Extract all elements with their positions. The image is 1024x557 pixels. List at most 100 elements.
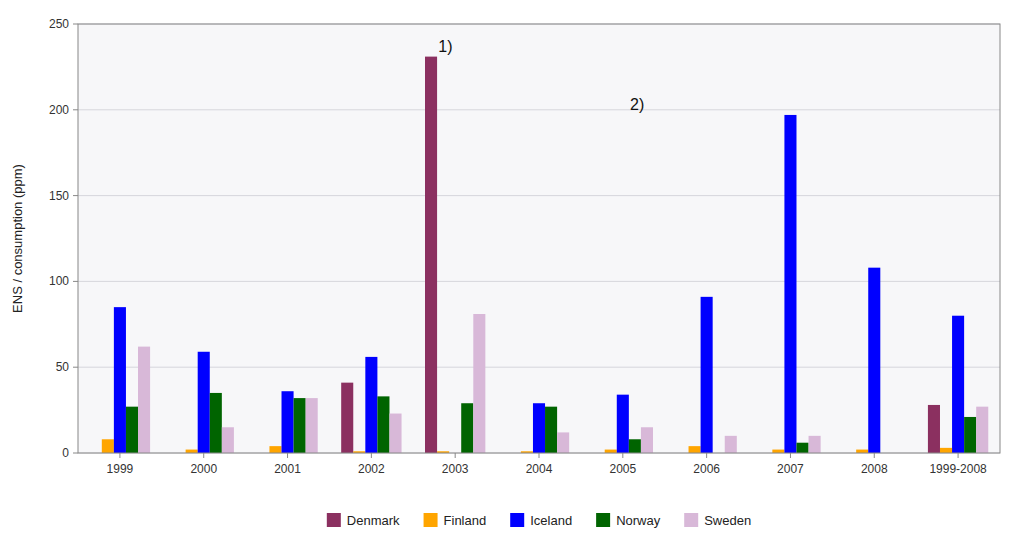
tick-mark bbox=[958, 453, 959, 458]
bar bbox=[473, 314, 485, 453]
tick-label: 2003 bbox=[442, 462, 469, 476]
bar bbox=[341, 383, 353, 453]
tick-mark bbox=[73, 453, 78, 454]
tick-label: 2007 bbox=[777, 462, 804, 476]
bar bbox=[772, 450, 784, 453]
bar bbox=[425, 57, 437, 453]
tick-mark bbox=[73, 24, 78, 25]
legend-swatch bbox=[684, 513, 698, 527]
bar bbox=[210, 393, 222, 453]
legend-swatch bbox=[327, 513, 341, 527]
bar bbox=[928, 405, 940, 453]
y-axis: 0 50 100 150 200 250 bbox=[49, 17, 1000, 460]
legend-item: Finland bbox=[424, 513, 487, 528]
tick-label: 2004 bbox=[526, 462, 553, 476]
grid-line bbox=[78, 195, 1000, 196]
tick-mark bbox=[287, 453, 288, 458]
legend-item: Denmark bbox=[327, 513, 400, 528]
series bbox=[138, 314, 988, 453]
legend-label: Norway bbox=[616, 513, 661, 528]
bar bbox=[617, 395, 629, 453]
bar bbox=[533, 403, 545, 453]
tick-mark bbox=[73, 367, 78, 368]
legend-item: Sweden bbox=[684, 513, 751, 528]
x-axis: 1999 2000 2001 2002 2003 2004 2005 2006 2007 2008… bbox=[107, 453, 988, 476]
tick-mark bbox=[455, 453, 456, 458]
legend-swatch bbox=[424, 513, 438, 527]
grid-line bbox=[78, 109, 1000, 110]
tick-label: 2001 bbox=[274, 462, 301, 476]
bar bbox=[952, 316, 964, 453]
bar bbox=[725, 436, 737, 453]
legend-label: Finland bbox=[444, 513, 487, 528]
grid-line bbox=[78, 281, 1000, 282]
bar bbox=[809, 436, 821, 453]
tick-mark bbox=[73, 195, 78, 196]
bar bbox=[282, 391, 294, 453]
legend-item: Norway bbox=[596, 513, 661, 528]
series bbox=[341, 57, 940, 453]
tick-label: 2002 bbox=[358, 462, 385, 476]
bar bbox=[306, 398, 318, 453]
tick-mark bbox=[203, 453, 204, 458]
tick-label: 1999-2008 bbox=[929, 462, 987, 476]
bar bbox=[461, 403, 473, 453]
bar bbox=[365, 357, 377, 453]
tick-label: 2000 bbox=[190, 462, 217, 476]
tick-label: 200 bbox=[49, 103, 69, 117]
tick-mark bbox=[371, 453, 372, 458]
tick-label: 100 bbox=[49, 274, 69, 288]
legend-item: Iceland bbox=[510, 513, 572, 528]
tick-label: 250 bbox=[49, 17, 69, 31]
tick-mark bbox=[874, 453, 875, 458]
bar bbox=[784, 115, 796, 453]
bar bbox=[940, 448, 952, 453]
bar bbox=[629, 439, 641, 453]
bar bbox=[964, 417, 976, 453]
tick-mark bbox=[73, 281, 78, 282]
plot-area bbox=[78, 24, 1000, 453]
bar bbox=[102, 439, 114, 453]
tick-label: 2006 bbox=[693, 462, 720, 476]
bar bbox=[222, 427, 234, 453]
bar bbox=[701, 297, 713, 453]
series bbox=[114, 115, 964, 453]
tick-label: 2008 bbox=[861, 462, 888, 476]
bar bbox=[868, 268, 880, 453]
grid-line bbox=[78, 367, 1000, 368]
legend: Denmark Finland Iceland Norway Sweden bbox=[327, 513, 751, 528]
tick-label: 50 bbox=[56, 360, 70, 374]
tick-mark bbox=[73, 109, 78, 110]
bar bbox=[856, 450, 868, 453]
chart: 0 50 100 150 200 250 1999 2000 2001 2002 2003 2004 2… bbox=[0, 0, 1024, 557]
tick-mark bbox=[706, 453, 707, 458]
tick-mark bbox=[790, 453, 791, 458]
bar bbox=[689, 446, 701, 453]
tick-label: 150 bbox=[49, 189, 69, 203]
annotation: 1) bbox=[438, 38, 452, 55]
tick-mark bbox=[119, 453, 120, 458]
bar bbox=[641, 427, 653, 453]
bar bbox=[186, 450, 198, 453]
tick-label: 0 bbox=[62, 446, 69, 460]
annotation: 2) bbox=[630, 96, 644, 113]
tick-label: 1999 bbox=[107, 462, 134, 476]
tick-label: 2005 bbox=[609, 462, 636, 476]
bar bbox=[198, 352, 210, 453]
bar bbox=[557, 432, 569, 453]
bars bbox=[102, 57, 988, 453]
tick-mark bbox=[622, 453, 623, 458]
bar bbox=[389, 414, 401, 453]
legend-label: Iceland bbox=[530, 513, 572, 528]
bar bbox=[377, 396, 389, 453]
axis-title: ENS / consumption (ppm) bbox=[10, 164, 25, 313]
legend-label: Denmark bbox=[347, 513, 400, 528]
bar bbox=[138, 347, 150, 453]
bar bbox=[605, 450, 617, 453]
bar bbox=[269, 446, 281, 453]
plot-frame bbox=[78, 24, 1000, 453]
legend-label: Sweden bbox=[704, 513, 751, 528]
series bbox=[126, 393, 976, 453]
tick-mark bbox=[539, 453, 540, 458]
bar bbox=[294, 398, 306, 453]
